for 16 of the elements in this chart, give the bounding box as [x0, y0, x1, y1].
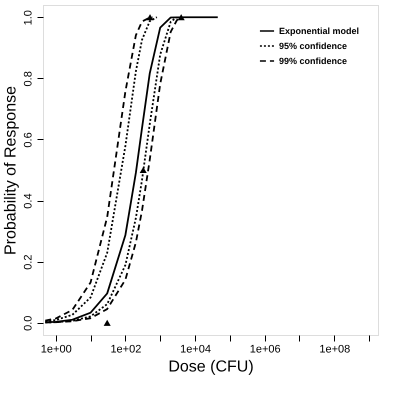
y-tick-label: 1.0	[22, 10, 34, 26]
y-tick-label: 0.4	[22, 193, 34, 209]
legend-label: 95% confidence	[279, 41, 348, 51]
x-tick-label: 1e+00	[40, 344, 72, 356]
y-tick-label: 0.8	[22, 71, 34, 86]
x-tick-label: 1e+08	[319, 344, 350, 356]
y-tick-label: 0.2	[22, 254, 34, 270]
y-tick-label: 0.6	[22, 132, 34, 148]
legend-label: Exponential model	[279, 26, 360, 36]
y-tick-label: 0.0	[22, 316, 34, 331]
x-tick-label: 1e+02	[110, 344, 142, 356]
x-tick-label: 1e+04	[180, 344, 211, 356]
y-axis-title: Probability of Response	[2, 86, 20, 255]
x-tick-label: 1e+06	[250, 344, 281, 356]
x-axis-title: Dose (CFU)	[168, 358, 254, 376]
legend-label: 99% confidence	[279, 56, 348, 66]
